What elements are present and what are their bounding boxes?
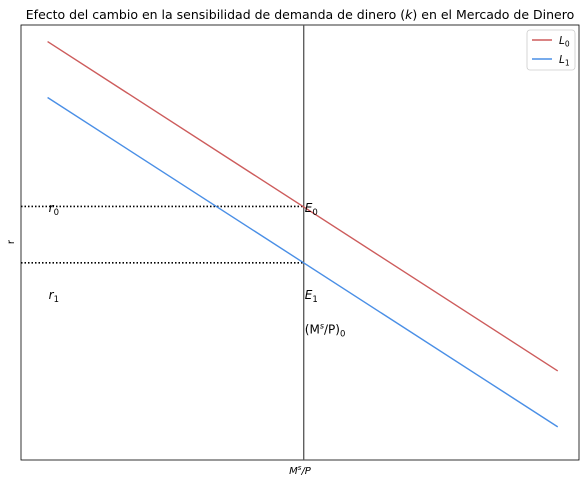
guide-lines	[21, 25, 305, 460]
chart-title-part-2: ) en el Mercado de Dinero	[412, 7, 574, 22]
plot-area	[20, 24, 580, 461]
chart-title-part-1: Efecto del cambio en la sensibilidad de …	[26, 7, 405, 22]
legend-label-L1: L1	[559, 54, 570, 68]
series-line-L1	[47, 96, 559, 428]
annotation-layer: r0 r1 E0 E1 (Ms/P)0	[49, 201, 346, 339]
y-axis-label: r	[6, 239, 17, 244]
annotation-r0: r0	[49, 201, 59, 218]
chart-title-k: k	[405, 7, 413, 22]
series-layer	[47, 40, 559, 428]
x-axis-label-m: M	[289, 466, 298, 477]
legend-label-L0: L0	[559, 35, 570, 49]
supply-label: (Ms/P)0	[305, 322, 346, 340]
chart-title: Efecto del cambio en la sensibilidad de …	[26, 7, 574, 22]
x-axis-label-s: s	[298, 464, 302, 472]
annotation-E1: E1	[305, 288, 318, 305]
annotation-E0: E0	[305, 201, 318, 218]
annotation-r1: r1	[49, 288, 59, 305]
series-line-L0	[47, 40, 559, 372]
x-axis-label: Ms/P	[289, 464, 312, 477]
x-axis-label-p: /P	[300, 466, 311, 477]
